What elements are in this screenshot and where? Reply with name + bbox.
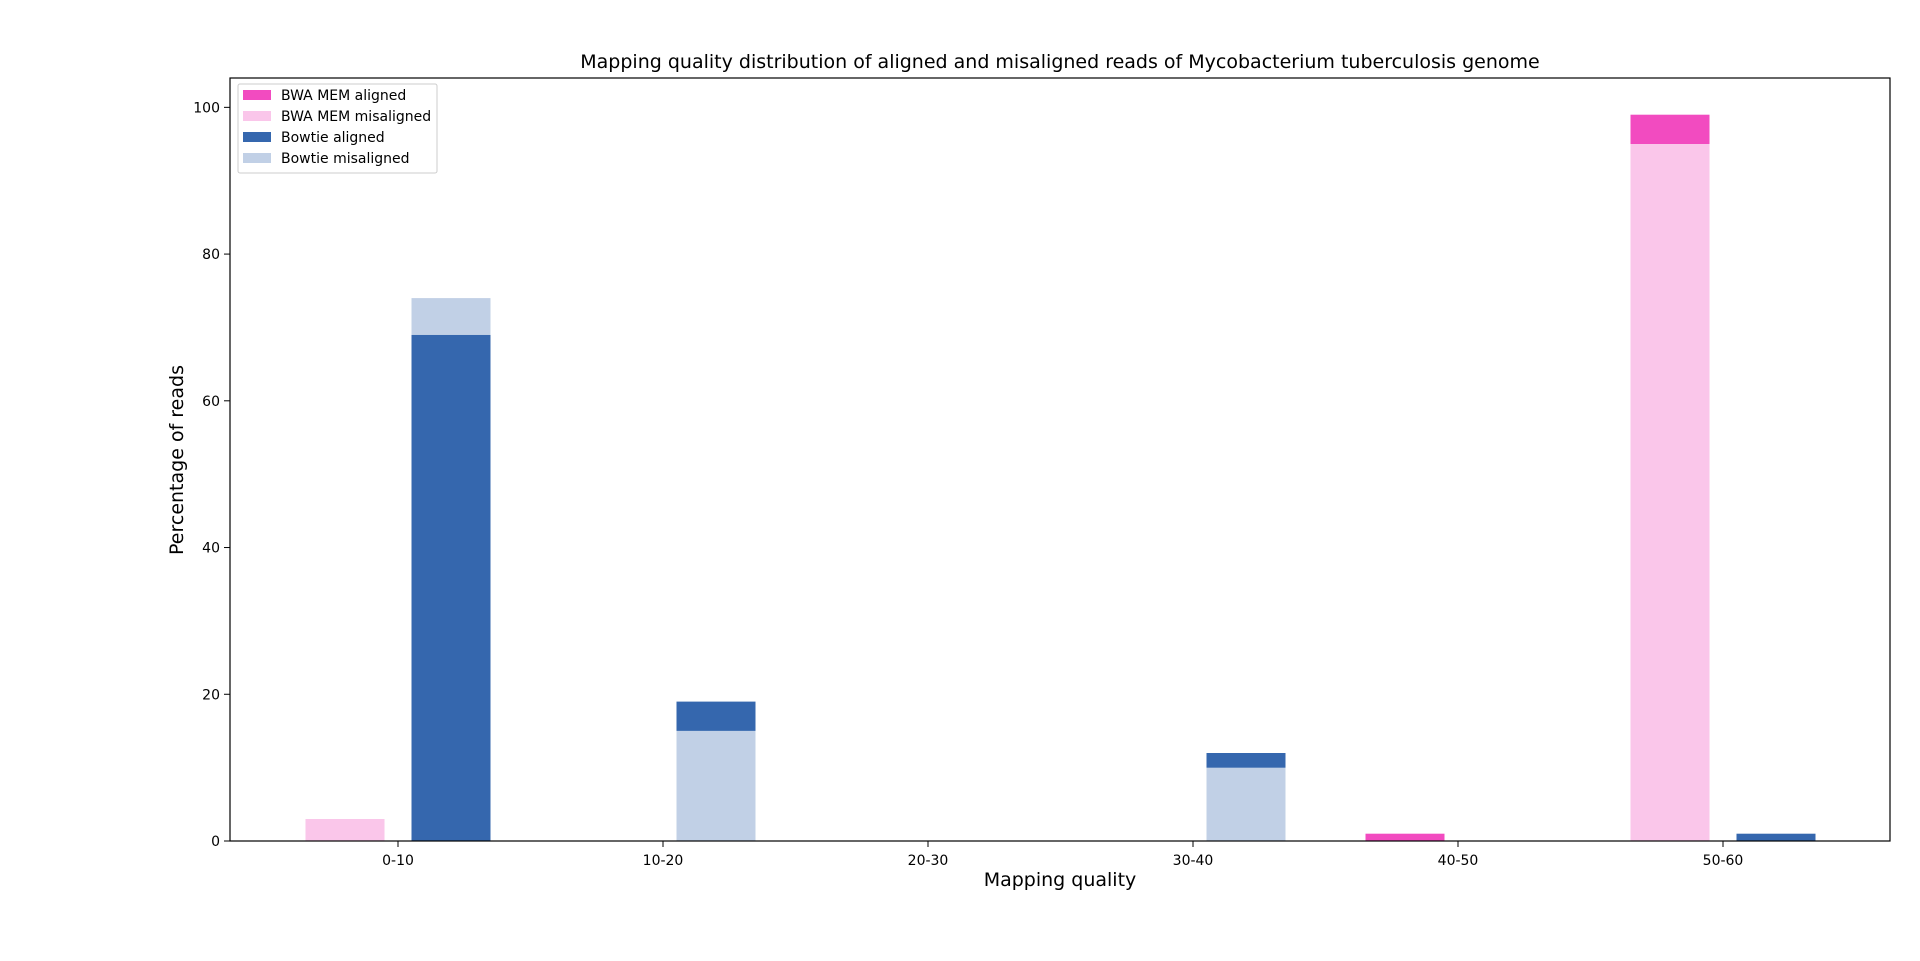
legend-label: Bowtie aligned [281, 130, 385, 146]
y-axis: 0 20 40 60 80 100 [193, 100, 230, 850]
x-tick-label: 10-20 [643, 853, 684, 869]
bar-bwa-mem-aligned-40-50 [1365, 833, 1445, 841]
y-tick-label: 80 [202, 247, 220, 263]
x-axis-label: Mapping quality [984, 869, 1137, 891]
x-tick-label: 30-40 [1173, 853, 1214, 869]
bar-bowtie-misaligned-0-10 [411, 298, 491, 335]
bar-bwa-mem-misaligned-0-10 [305, 819, 385, 841]
bar-bwa-mem-misaligned-50-60 [1630, 144, 1710, 841]
x-axis: 0-10 10-20 20-30 30-40 40-50 50-60 [382, 841, 1743, 869]
legend-swatch [243, 153, 271, 163]
y-tick-label: 20 [202, 687, 220, 703]
x-tick-label: 20-30 [908, 853, 949, 869]
bars-layer [305, 114, 1816, 841]
bar-bowtie-misaligned-10-20 [676, 731, 756, 841]
bar-bowtie-aligned-50-60 [1736, 833, 1816, 841]
bar-bowtie-aligned-10-20 [676, 701, 756, 731]
legend-swatch [243, 111, 271, 121]
y-axis-label: Percentage of reads [166, 365, 188, 555]
bar-bowtie-aligned-0-10 [411, 334, 491, 841]
legend-label: Bowtie misaligned [281, 151, 410, 167]
legend-label: BWA MEM aligned [281, 88, 406, 104]
legend-frame [237, 83, 438, 174]
bar-bwa-mem-aligned-50-60 [1630, 114, 1710, 144]
bar-bowtie-aligned-30-40 [1206, 753, 1286, 768]
legend-swatch [243, 90, 271, 100]
x-tick-label: 40-50 [1438, 853, 1479, 869]
y-tick-label: 100 [193, 100, 220, 116]
y-tick-label: 40 [202, 541, 220, 557]
legend-swatch [243, 132, 271, 142]
x-tick-label: 0-10 [382, 853, 414, 869]
x-tick-label: 50-60 [1703, 853, 1744, 869]
bar-bowtie-misaligned-30-40 [1206, 767, 1286, 841]
plot-area-frame [229, 77, 1891, 842]
y-tick-label: 0 [211, 834, 220, 850]
chart-title: Mapping quality distribution of aligned … [580, 51, 1539, 73]
y-tick-label: 60 [202, 394, 220, 410]
legend: BWA MEM aligned BWA MEM misaligned Bowtie … [237, 83, 438, 174]
legend-label: BWA MEM misaligned [281, 109, 431, 125]
